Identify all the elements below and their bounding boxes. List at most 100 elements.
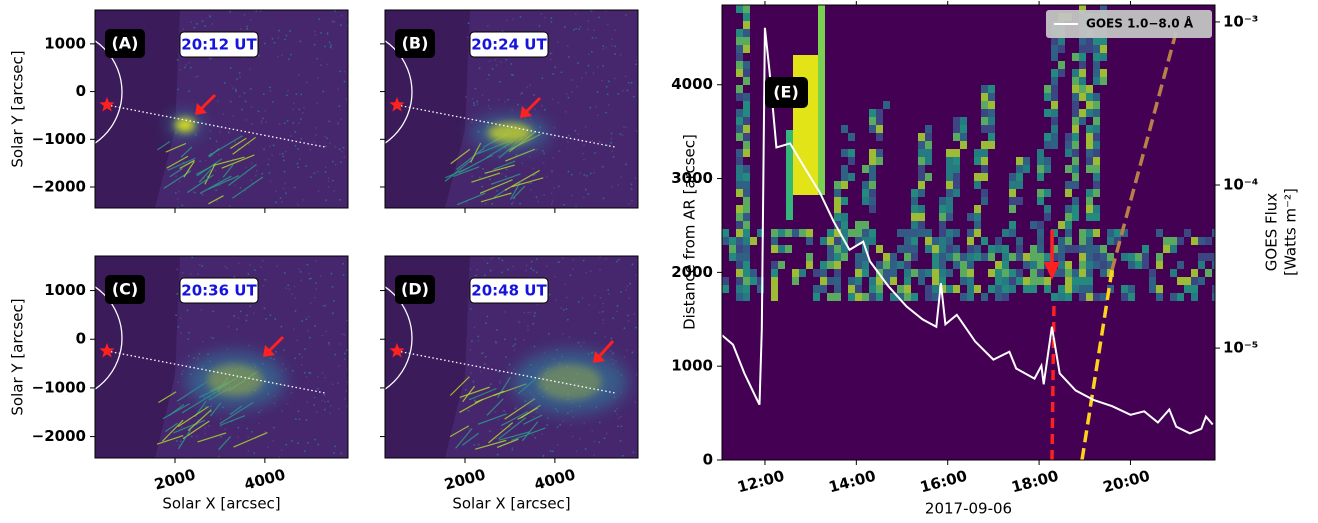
heatmap-cell [869, 181, 876, 189]
noise [188, 61, 190, 64]
noise [292, 122, 295, 124]
heatmap-cell [1065, 221, 1072, 229]
heatmap-cell [1093, 261, 1100, 269]
heatmap-cell [1002, 269, 1009, 277]
noise [293, 285, 296, 288]
noise [329, 412, 331, 415]
noise [514, 343, 516, 345]
heatmap-cell [855, 229, 862, 237]
noise [314, 438, 317, 441]
heatmap-cell [911, 237, 918, 245]
heatmap-cell [841, 181, 848, 189]
heatmap-cell [834, 245, 841, 253]
noise [489, 107, 491, 110]
noise [562, 333, 564, 335]
noise [294, 131, 297, 133]
noise [556, 425, 559, 428]
heatmap-cell [1065, 189, 1072, 197]
noise [542, 150, 544, 152]
heatmap-cell [876, 245, 883, 253]
heatmap-cell [813, 269, 820, 277]
noise [581, 77, 583, 79]
heatmap-cell [862, 165, 869, 173]
noise [251, 162, 253, 165]
noise [487, 79, 489, 81]
noise [251, 431, 253, 433]
noise [513, 349, 516, 351]
noise [610, 337, 613, 340]
active-region-star [99, 343, 115, 358]
noise [325, 330, 327, 333]
slit-path [106, 104, 326, 148]
noise [178, 190, 181, 193]
heatmap-cell [848, 293, 855, 301]
noise [506, 19, 508, 22]
heatmap-cell [911, 253, 918, 261]
noise [203, 177, 205, 179]
noise [315, 127, 317, 129]
noise [551, 203, 553, 205]
noise [579, 438, 581, 440]
heatmap-cell [1044, 165, 1051, 173]
streak [219, 415, 246, 426]
heatmap-cell [904, 285, 911, 293]
noise [214, 169, 217, 172]
noise [546, 176, 548, 178]
noise [583, 158, 585, 161]
streak [475, 439, 507, 450]
heatmap-cell [904, 293, 911, 301]
heatmap-cell [1079, 109, 1086, 117]
y-axis-label: Solar Y [arcsec] [9, 50, 27, 167]
noise [477, 443, 480, 446]
heatmap-cell [1030, 277, 1037, 285]
noise [512, 74, 514, 77]
noise [632, 95, 635, 98]
noise [235, 88, 237, 91]
noise [628, 203, 630, 205]
noise [469, 268, 472, 270]
heatmap-cell [932, 285, 939, 293]
noise [557, 150, 560, 152]
noise [316, 102, 318, 104]
noise [282, 363, 284, 365]
noise [237, 436, 239, 439]
noise [236, 328, 238, 331]
heatmap-cell [855, 293, 862, 301]
active-region-star [389, 97, 405, 112]
heatmap-cell [1093, 117, 1100, 125]
heatmap-cell [953, 133, 960, 141]
heatmap-cell [1072, 109, 1079, 117]
heatmap-cell [1079, 253, 1086, 261]
noise [475, 274, 477, 277]
heatmap-cell [974, 253, 981, 261]
heatmap-cell [1023, 261, 1030, 269]
noise [523, 311, 525, 314]
noise [176, 293, 178, 295]
noise [320, 64, 323, 66]
noise [298, 108, 301, 111]
heatmap-cell [743, 69, 750, 77]
noise [514, 338, 517, 341]
heatmap-cell [1058, 69, 1065, 77]
noise [619, 133, 622, 135]
heatmap-cell [1037, 253, 1044, 261]
heatmap-cell [827, 293, 834, 301]
noise [560, 307, 562, 310]
noise [322, 90, 325, 93]
noise [625, 289, 627, 291]
noise [233, 315, 235, 317]
solar-limb [385, 286, 413, 390]
time-label: 20:12 UT [181, 36, 257, 54]
heatmap-cell [988, 117, 995, 125]
heatmap-cell [883, 277, 890, 285]
noise [276, 265, 278, 267]
streak [208, 175, 240, 190]
streak [523, 414, 543, 425]
heatmap-cell [1093, 93, 1100, 101]
noise [219, 131, 221, 134]
y-tick-label: −1000 [32, 130, 86, 148]
noise [511, 73, 513, 76]
noise [193, 357, 195, 359]
heatmap-cell [1016, 173, 1023, 181]
noise [608, 80, 610, 83]
